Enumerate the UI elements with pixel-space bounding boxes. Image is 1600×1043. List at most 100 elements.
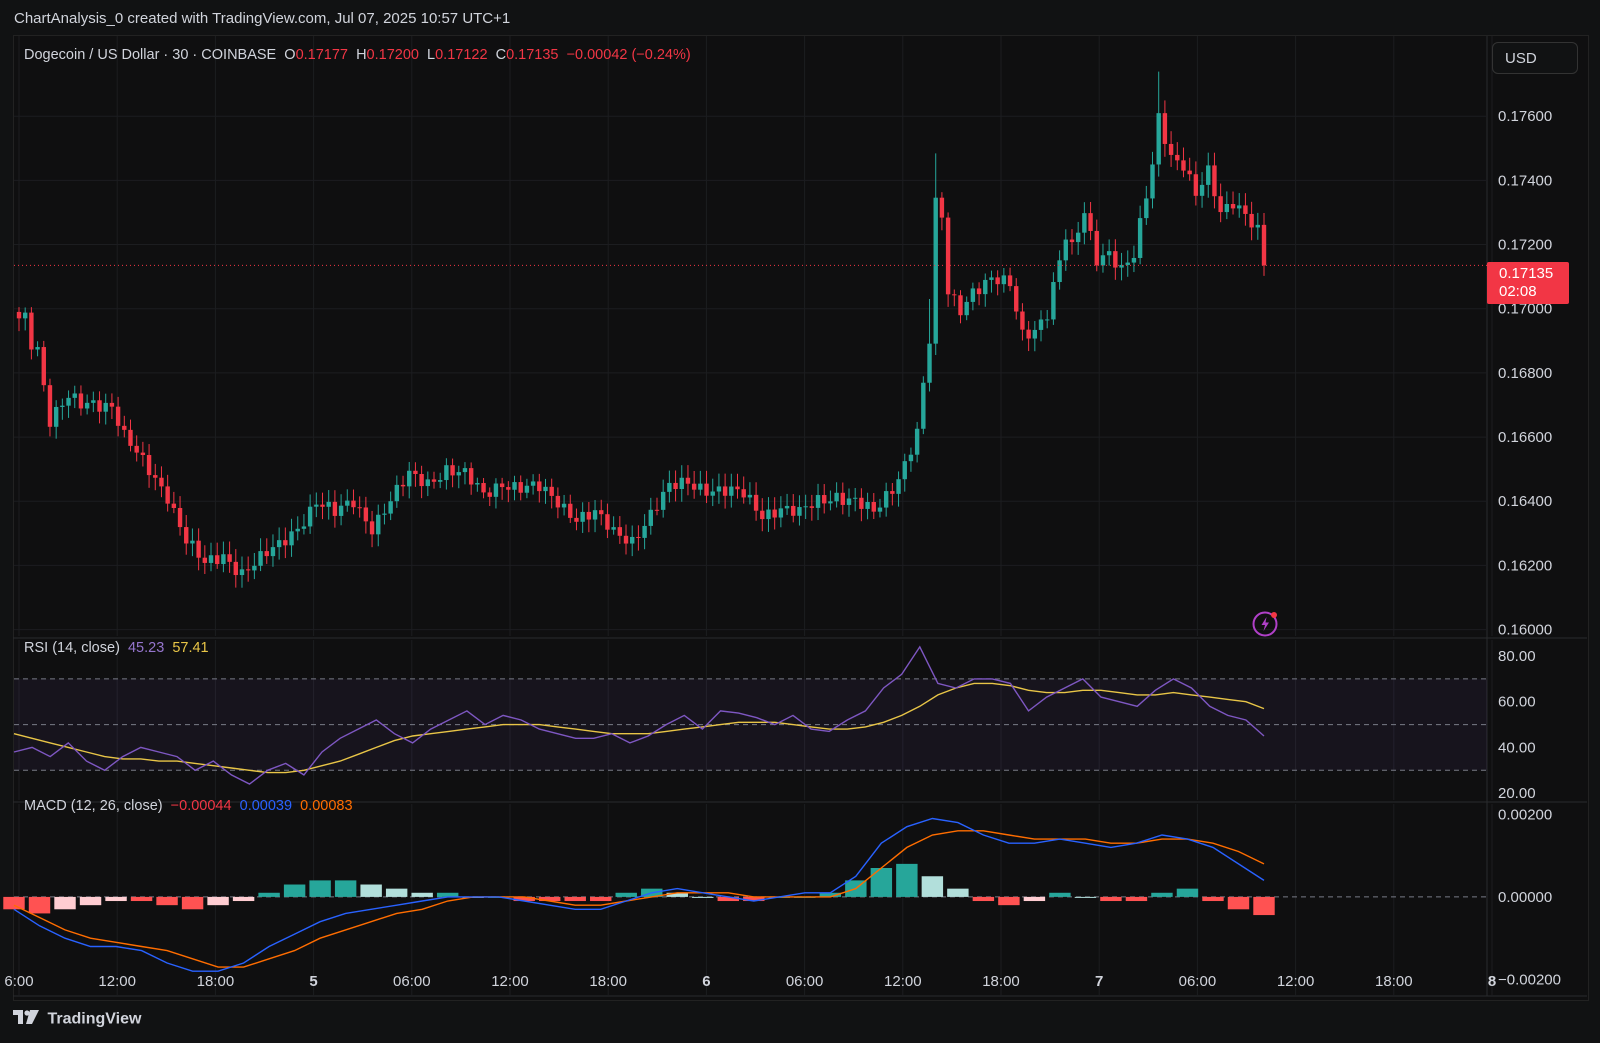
- candle-up: [983, 279, 988, 295]
- candle-up: [902, 461, 907, 480]
- close-value: 0.17135: [506, 47, 559, 63]
- candle-down: [499, 483, 505, 488]
- candle-down: [871, 501, 876, 512]
- candle-down: [357, 507, 362, 509]
- candle-up: [239, 569, 245, 576]
- candle-down: [1249, 213, 1254, 228]
- axes: 0.17600 0.17400 0.17200 0.17000 0.16800 0.166…: [4, 108, 1561, 990]
- macd-histogram-bar: [998, 896, 1020, 906]
- candle-down: [351, 500, 356, 508]
- candle-down: [506, 487, 511, 490]
- candle-down: [1187, 170, 1192, 175]
- candle-up: [927, 343, 932, 383]
- candle-up: [852, 497, 858, 499]
- lightning-bolt-icon[interactable]: [1252, 610, 1278, 637]
- candle-up: [877, 507, 883, 512]
- macd-histogram-bar: [539, 896, 561, 902]
- macd-histogram-bar: [436, 892, 459, 897]
- candle-down: [654, 509, 660, 511]
- candle-up: [53, 406, 59, 427]
- candle-down: [233, 561, 238, 576]
- candle-up: [989, 277, 994, 280]
- candle-up: [846, 498, 852, 505]
- candle-down: [320, 504, 325, 507]
- candle-down: [735, 486, 740, 490]
- candle-up: [252, 565, 257, 571]
- candle-down: [481, 483, 486, 493]
- candle-up: [1106, 251, 1112, 256]
- candle-down: [1069, 239, 1075, 243]
- candle-up: [301, 526, 307, 529]
- candle-down: [568, 503, 573, 518]
- macd-histogram-bar: [1049, 892, 1071, 897]
- rsi-tick-label: 80.00: [1498, 648, 1536, 665]
- candle-up: [1057, 260, 1062, 283]
- time-tick-label: 18:00: [197, 973, 235, 990]
- macd-histogram-bar: [513, 896, 535, 902]
- candle-down: [859, 497, 864, 509]
- candle-up: [84, 402, 90, 409]
- candle-up: [543, 486, 548, 492]
- candle-down: [958, 295, 963, 316]
- candle-up: [1038, 319, 1044, 330]
- tradingview-logo-icon: [13, 1010, 39, 1029]
- candle-up: [1131, 257, 1137, 263]
- candle-up: [1199, 184, 1205, 196]
- candle-up: [815, 495, 821, 508]
- candle-down: [1181, 160, 1186, 171]
- last-price-tag: 0.17135 02:08: [1487, 262, 1569, 304]
- currency-button[interactable]: USD: [1492, 42, 1578, 74]
- candle-up: [258, 551, 263, 566]
- close-label: C: [495, 47, 507, 63]
- candle-up: [1224, 204, 1230, 213]
- rsi-tick-label: 20.00: [1498, 785, 1536, 802]
- candle-down: [691, 483, 697, 490]
- macd-histogram-bar: [615, 892, 637, 897]
- candle-down: [1113, 251, 1118, 268]
- symbol-label[interactable]: Dogecoin / US Dollar · 30 · COINBASE: [24, 47, 277, 63]
- candle-up: [784, 505, 790, 509]
- candle-up: [1150, 164, 1155, 199]
- candle-up: [493, 483, 499, 497]
- time-tick-label: 12:00: [884, 973, 922, 990]
- price-tick-label: 0.17600: [1498, 108, 1552, 125]
- candle-down: [153, 475, 158, 478]
- countdown-value: 02:08: [1499, 283, 1537, 300]
- candle-up: [1063, 239, 1068, 261]
- candle-down: [599, 510, 604, 515]
- macd-histogram-bar: [1202, 896, 1224, 902]
- macd-histogram-bar: [819, 892, 842, 897]
- candle-up: [834, 492, 839, 502]
- macd-histogram-bar: [360, 884, 382, 897]
- candle-up: [865, 501, 870, 509]
- time-tick-label: 5: [309, 973, 317, 990]
- macd-histogram-bar: [590, 896, 612, 902]
- candle-up: [630, 536, 635, 544]
- candle-down: [822, 495, 827, 504]
- rsi-legend: RSI (14, close) 45.23 57.41: [24, 640, 209, 656]
- candle-up: [190, 540, 195, 544]
- tradingview-brand: TradingView: [47, 1010, 142, 1028]
- macd-label[interactable]: MACD (12, 26, close): [24, 798, 163, 814]
- macd-histogram-bar: [1151, 892, 1173, 897]
- candle-down: [450, 465, 455, 476]
- candle-up: [1051, 282, 1056, 320]
- time-tick-label: 12:00: [1277, 973, 1315, 990]
- candle-up: [710, 491, 715, 496]
- candle-up: [648, 509, 653, 526]
- candle-up: [698, 483, 703, 490]
- rsi-label[interactable]: RSI (14, close): [24, 640, 120, 656]
- macd-line-value: 0.00039: [239, 798, 293, 814]
- candle-up: [530, 481, 536, 486]
- change-value: −0.00042 (−0.24%): [566, 47, 691, 63]
- candle-up: [580, 511, 585, 522]
- candle-down: [945, 217, 951, 295]
- chart-title: ChartAnalysis_0 created with TradingView…: [14, 10, 511, 27]
- rsi-value: 45.23: [127, 640, 165, 656]
- candle-down: [202, 557, 208, 563]
- candle-down: [1088, 213, 1093, 231]
- tradingview-logo[interactable]: TradingView: [13, 1010, 141, 1029]
- candle-up: [896, 479, 901, 494]
- candle-up: [524, 485, 530, 493]
